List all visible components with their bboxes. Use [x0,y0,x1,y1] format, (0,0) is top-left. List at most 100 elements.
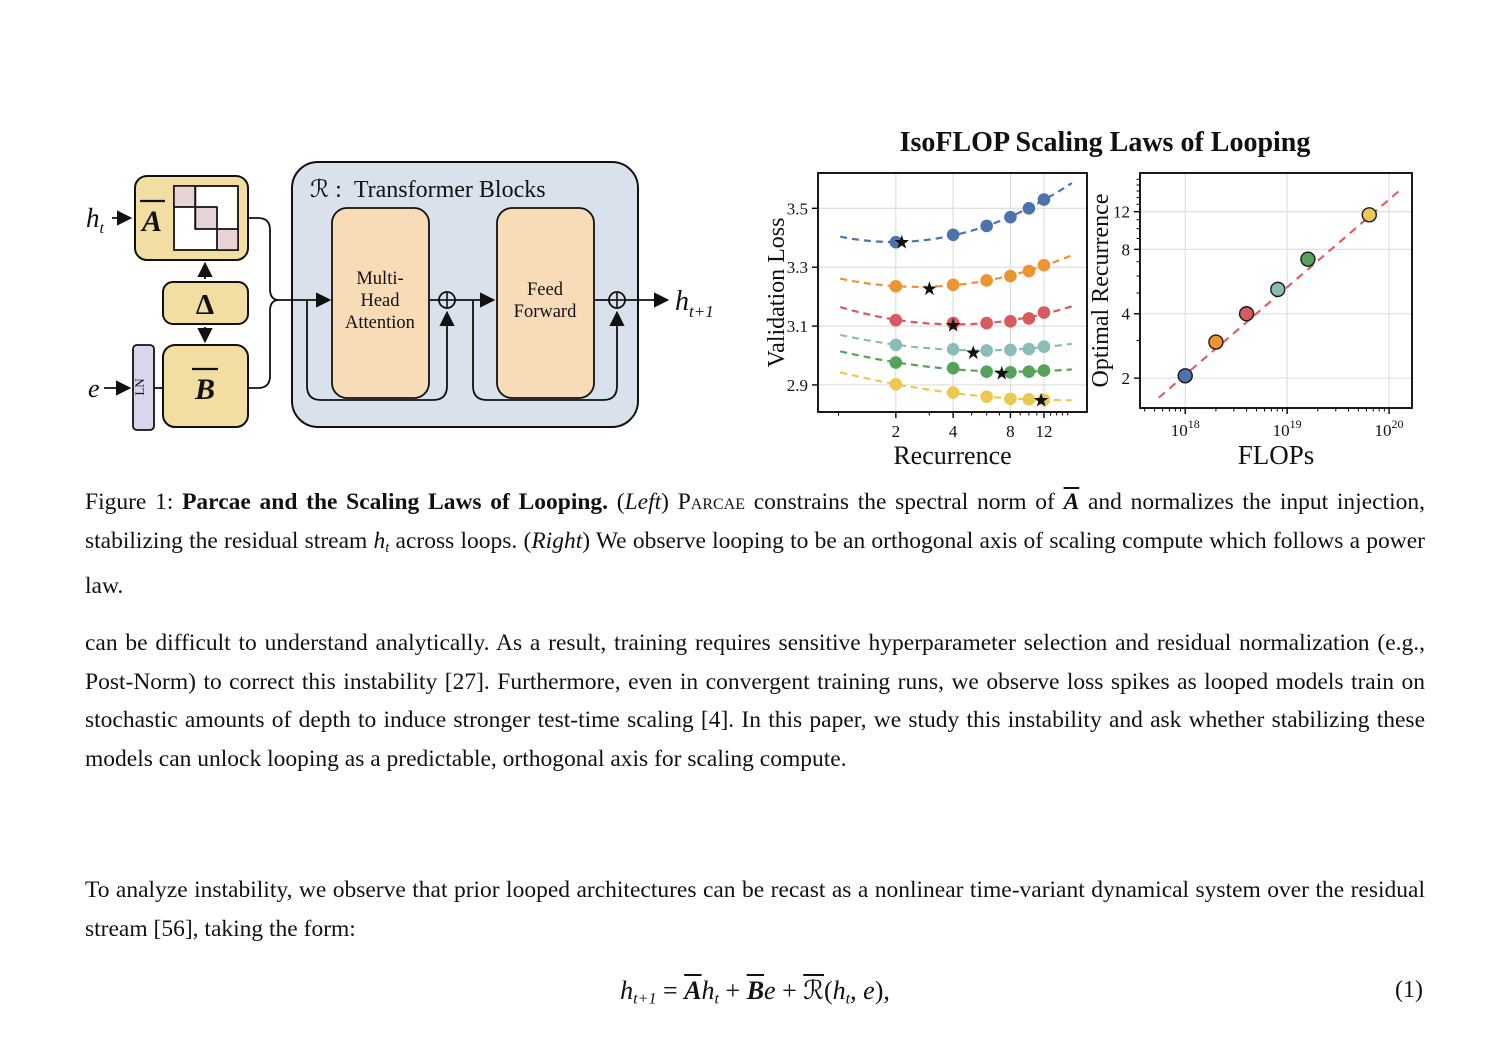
x-tick-label: 2 [892,422,901,441]
data-point [1177,368,1193,384]
data-point [980,316,993,330]
y-tick-label: 3.3 [787,258,808,277]
optimal-star-marker: ★ [945,316,962,337]
y-tick-label: 3.1 [787,317,808,336]
body-paragraph-1: can be difficult to understand analytica… [85,630,1425,772]
mha-label-line2: Head [360,291,400,311]
delta-box [162,281,249,325]
caption-A-bar-math: A [1063,489,1080,515]
architecture-diagram: ℛ : Transformer Blocks Multi- Head Attent… [86,161,714,431]
figure-caption: Figure 1: Parcae and the Scaling Laws of… [85,489,1425,600]
B-bar-label: B [194,373,215,406]
data-point [946,278,960,292]
optimal-star-marker: ★ [965,343,982,364]
data-point [1037,364,1051,377]
A-bar-label: A [140,205,162,238]
ff-label-line1: Feed [527,280,564,300]
data-point [1004,392,1017,406]
data-point [1004,365,1017,379]
equation-1: ht+1 = Aht + Be + ℛ(ht, e), (1) [85,976,1425,1024]
input-h-t-label: ht [86,203,105,237]
data-point [1022,202,1036,215]
y-tick-label: 8 [1122,240,1131,259]
charts-title: IsoFLOP Scaling Laws of Looping [899,127,1311,158]
x-tick-label: 4 [949,422,958,441]
equation-body: ht+1 = Aht + Be + ℛ(ht, e), [620,976,890,1008]
mha-label-line1: Multi- [356,269,403,289]
data-point [1037,306,1051,319]
mha-label-line3: Attention [345,313,415,333]
caption-parcae-smallcaps: Parcae [677,489,745,515]
multi-head-attention-block [331,207,430,399]
data-point [889,235,903,249]
residual-skip-connections [306,300,625,401]
feed-forward-block [496,207,595,399]
output-h-t-plus-1-label: ht+1 [675,286,714,321]
data-point [1270,281,1286,298]
merge-connectors [248,217,332,389]
data-point [1037,393,1051,406]
input-e-label: e [88,374,100,403]
y-tick-label: 2.9 [787,376,808,395]
caption-figure-number: Figure 1: [85,489,183,515]
optimal-star-marker: ★ [993,363,1010,384]
caption-right-marker: Right [531,527,583,554]
delta-label: Δ [196,289,214,321]
x-tick-label: 12 [1035,422,1052,441]
equation-R-bar: ℛ [803,976,824,1005]
data-point [889,356,903,369]
data-point [1004,343,1017,357]
data-point [1208,334,1224,350]
data-point [1361,207,1377,223]
data-point [980,274,993,287]
caption-left-marker: Left [624,489,662,515]
y-tick-label: 12 [1113,203,1130,222]
x-axis-label: Recurrence [893,441,1011,470]
data-point [980,344,993,357]
series-fit-curve [839,182,1073,244]
residual-add-2 [594,291,670,309]
optimal-star-marker: ★ [1033,391,1050,412]
ff-label-line2: Forward [514,302,577,322]
optimal-star-marker: ★ [893,232,910,253]
data-point [980,365,993,378]
data-point [1238,306,1255,322]
equation-A-bar: A [684,976,702,1005]
B-bar-box [162,344,249,428]
caption-bold-title: Parcae and the Scaling Laws of Looping. [182,489,609,515]
data-point [889,338,903,352]
data-point [1004,269,1017,283]
data-point [980,219,993,233]
x-tick-label: 8 [1006,422,1015,441]
data-point [889,378,903,391]
data-point [946,361,960,375]
data-point [1022,312,1036,325]
transformer-blocks-title: ℛ : Transformer Blocks [310,177,546,203]
data-point [1022,342,1036,356]
data-point [946,316,960,330]
data-point [1300,251,1316,267]
x-axis-label: FLOPs [1238,440,1315,470]
x-tick-label: 1018 [1171,417,1200,440]
data-point [889,313,903,327]
data-point [1022,264,1036,278]
y-tick-label: 4 [1122,305,1131,324]
block-diagonal-matrix [173,185,239,251]
y-tick-label: 3.5 [787,199,808,218]
data-point [1004,315,1017,328]
data-point [1022,393,1036,406]
y-axis-label: Validation Loss [764,218,790,368]
body-paragraph-2: To analyze instability, we observe that … [85,877,1425,942]
equation-number: (1) [1395,977,1423,1003]
data-point [889,280,903,293]
data-point [946,343,960,356]
x-tick-label: 1019 [1273,417,1302,440]
data-point [946,228,960,242]
equation-B-bar: B [746,976,765,1005]
layernorm-label: LN [132,378,147,396]
optimal-star-marker: ★ [921,279,938,300]
y-axis-label: Optimal Recurrence [1088,194,1114,388]
y-tick-label: 2 [1122,369,1131,388]
data-point [1037,193,1051,206]
